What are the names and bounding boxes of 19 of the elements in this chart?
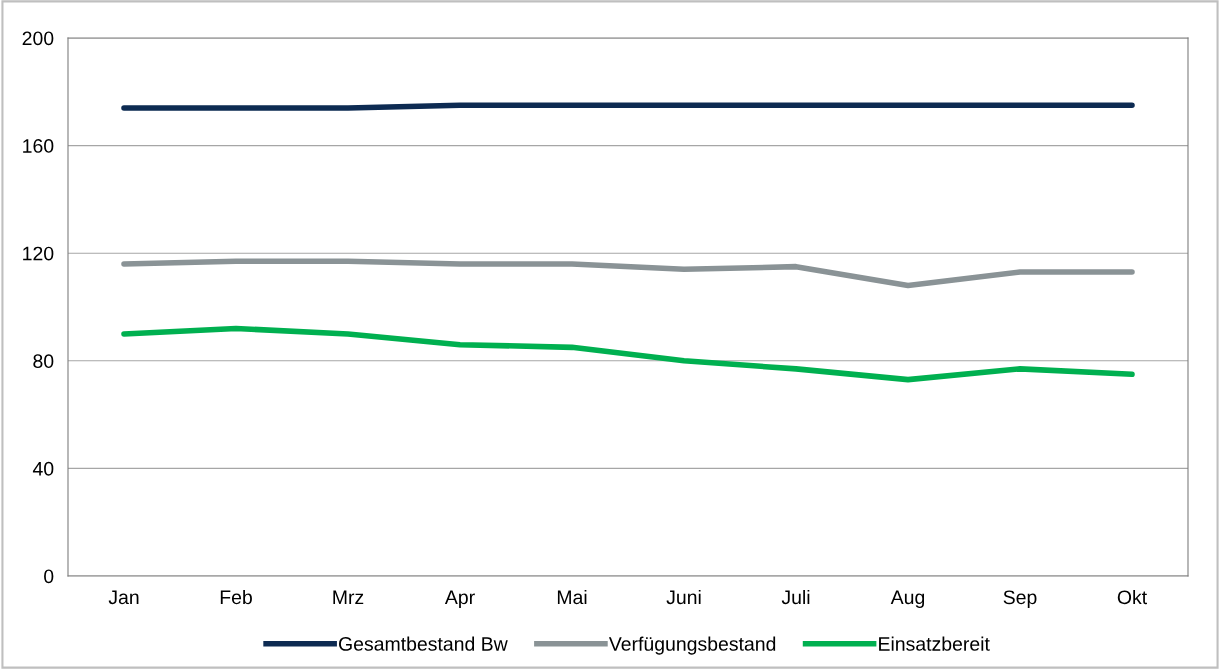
legend-label: Gesamtbestand Bw bbox=[339, 636, 508, 651]
x-tick-label: Sep bbox=[1003, 590, 1037, 609]
legend-label: Verfügungsbestand bbox=[608, 636, 776, 655]
x-tick-label: Juni bbox=[666, 589, 701, 605]
x-tick-label: Okt bbox=[1117, 589, 1147, 605]
y-tick-label: 40 bbox=[32, 461, 54, 476]
x-tick-label: Aug bbox=[890, 590, 925, 609]
y-tick-label: 200 bbox=[22, 31, 54, 46]
x-tick-label: Mrz bbox=[333, 590, 364, 604]
x-tick-label: Jan bbox=[108, 590, 139, 605]
y-tick-label: 0 bbox=[44, 569, 54, 584]
x-tick-label: Feb bbox=[220, 589, 252, 605]
x-tick-label: Mai bbox=[557, 589, 587, 605]
y-tick-label: 160 bbox=[23, 139, 54, 153]
y-tick-label: 120 bbox=[23, 246, 54, 261]
x-tick-label: Apr bbox=[444, 590, 475, 609]
x-tick-label: Juli bbox=[781, 589, 810, 605]
legend-label: Einsatzbereit bbox=[879, 636, 990, 651]
y-tick-label: 80 bbox=[33, 354, 54, 369]
